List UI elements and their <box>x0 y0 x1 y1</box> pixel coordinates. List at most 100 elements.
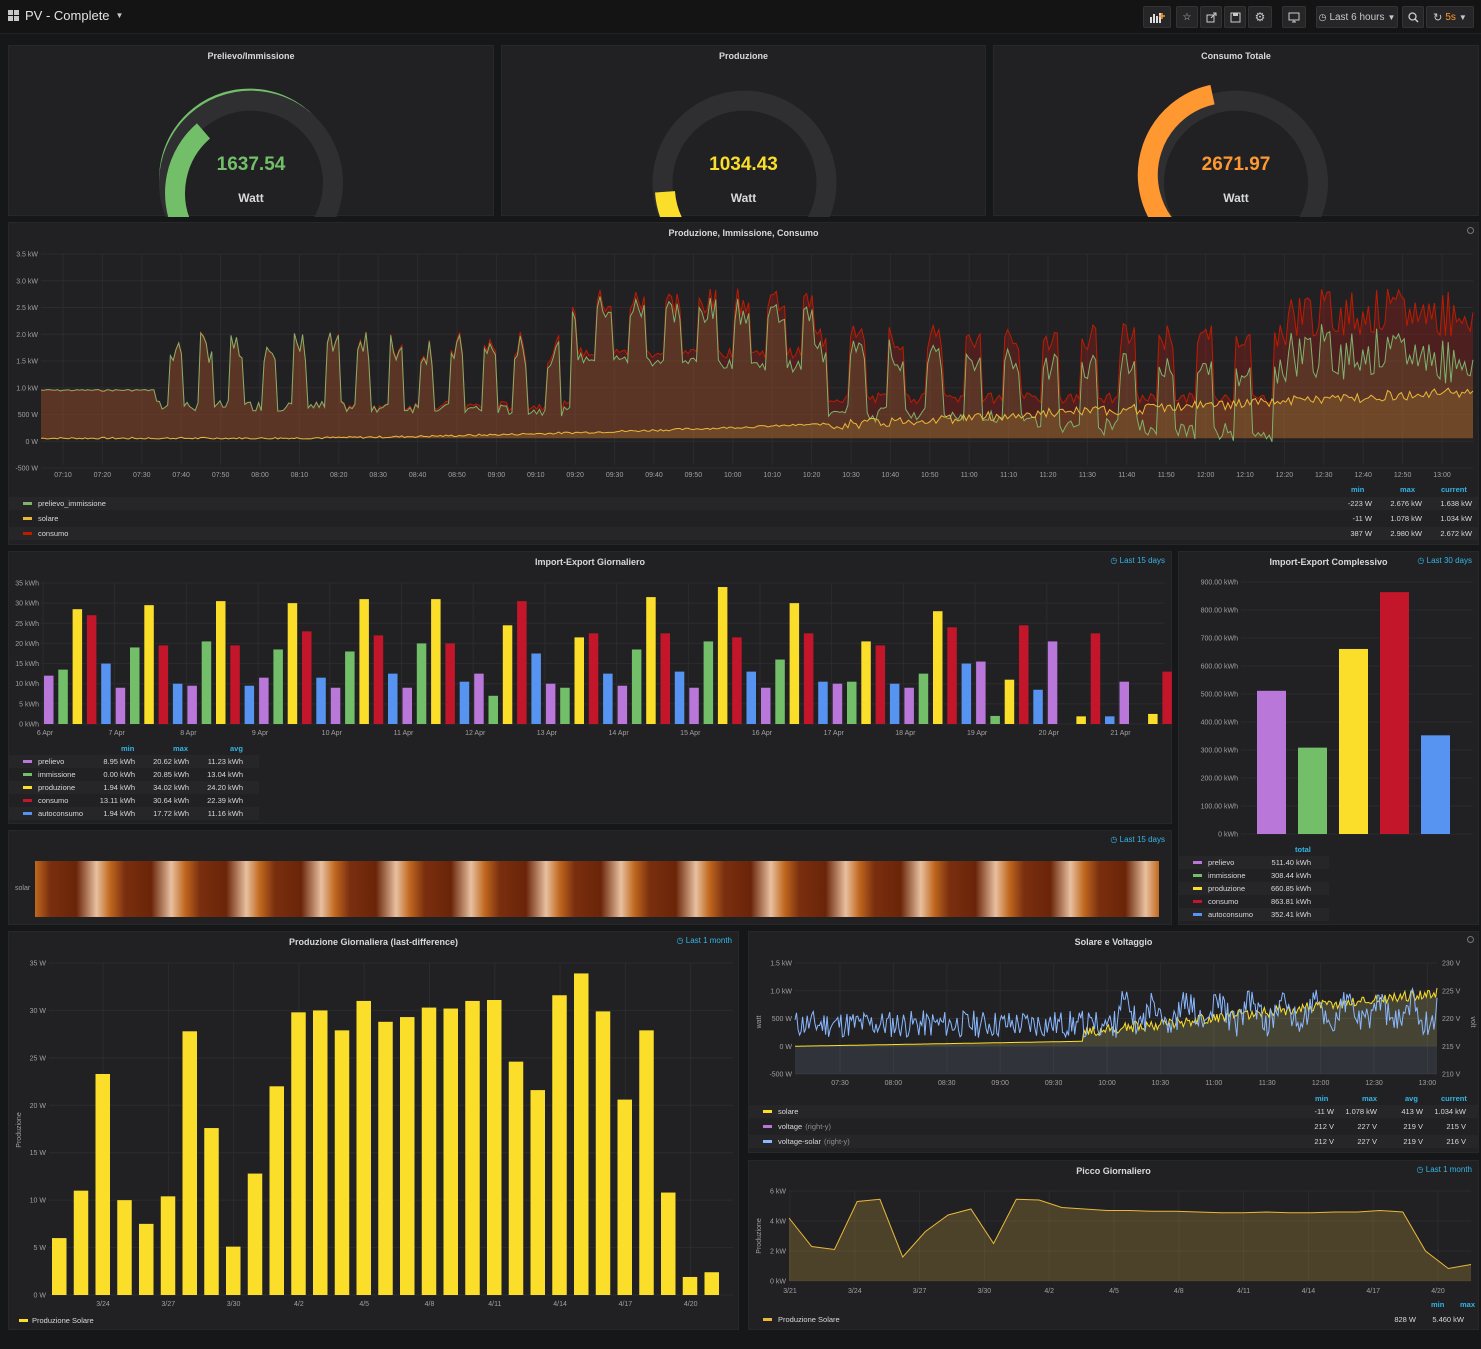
solar-voltage-panel[interactable]: Solare e Voltaggio 1.5 kW 1.0 kW 500 W 0 W -… <box>748 931 1479 1153</box>
x-tick-label: 3/30 <box>978 1288 992 1295</box>
legend-item[interactable]: consumo 387 W 2.980 kW 2.672 kW <box>9 527 1478 540</box>
bar-produzione <box>144 605 154 724</box>
panel-title: Produzione, Immissione, Consumo <box>668 228 819 238</box>
x-tick-label: 4/20 <box>684 1301 698 1308</box>
legend-item[interactable]: solare -11 W 1.078 kW 413 W 1.034 kW <box>749 1105 1478 1118</box>
settings-button[interactable]: ⚙ <box>1248 6 1272 28</box>
legend-min: 212 V <box>1314 1137 1334 1146</box>
bar-3/23 <box>73 1190 89 1295</box>
bar-produzione <box>216 601 226 724</box>
gauge-value: 1034.43 <box>709 154 778 175</box>
legend-header-min: min <box>1431 1300 1445 1309</box>
x-tick-label: 12:00 <box>1312 1080 1330 1087</box>
x-tick-label: 10:30 <box>1152 1080 1170 1087</box>
bar-consumo <box>230 645 240 724</box>
prelievo-area <box>41 296 1473 442</box>
y-tick-label: 0 kW <box>770 1279 786 1286</box>
y-tick-label: 20 kWh <box>15 641 39 648</box>
y-tick-label: 100.00 kWh <box>1201 804 1238 811</box>
add-panel-button[interactable] <box>1143 6 1171 28</box>
bar-autoconsumo <box>244 685 255 724</box>
gauge-panel-prelievo[interactable]: Prelievo/Immissione 1637.54 Watt <box>8 45 494 217</box>
gauge-fill <box>1137 84 1215 217</box>
time-range-text: Last 1 month <box>685 936 732 945</box>
tv-mode-button[interactable] <box>1282 6 1306 28</box>
daily-production-chart[interactable]: 35 W 30 W 25 W 20 W 15 W 10 W 5 W 0 W Produzione… <box>9 932 740 1312</box>
dashboard-picker[interactable]: PV - Complete ▼ <box>8 8 123 23</box>
legend-item[interactable]: immissione 0.00 kWh 20.85 kWh 13.04 kWh <box>9 768 259 781</box>
legend-item[interactable]: Produzione Solare 828 W 5.460 kW <box>749 1313 1478 1326</box>
daily-peak-chart[interactable]: 6 kW 4 kW 2 kW 0 kW Produzione 3/21 3/24 3/27 3/… <box>749 1161 1480 1299</box>
legend-item[interactable]: produzione 660.85 kWh <box>1179 882 1329 895</box>
solar-voltage-chart[interactable]: 1.5 kW 1.0 kW 500 W 0 W -500 W 230 V 225 V 220 … <box>749 932 1480 1094</box>
y-tick-label: 1.5 kW <box>16 359 38 366</box>
legend-item[interactable]: produzione 1.94 kWh 34.02 kWh 24.20 kWh <box>9 781 259 794</box>
bar-autoconsumo <box>459 681 470 724</box>
legend-item[interactable]: immissione 308.44 kWh <box>1179 869 1329 882</box>
total-import-export-panel[interactable]: Import-Export Complessivo ◷ Last 30 days… <box>1178 551 1479 925</box>
gauge-panel-consumo[interactable]: Consumo Totale 2671.97 Watt <box>993 45 1479 217</box>
timeseries-panel[interactable]: Produzione, Immissione, Consumo 3.5 kW 3.… <box>8 222 1479 545</box>
legend-current: 2.672 kW <box>1440 529 1472 538</box>
legend-min: 13.11 kWh <box>99 796 135 805</box>
legend-item[interactable]: autoconsumo 1.94 kWh 17.72 kWh 11.16 kWh <box>9 807 259 820</box>
x-tick-label: 18 Apr <box>895 730 916 737</box>
bar-immissione <box>1298 747 1327 834</box>
star-button[interactable]: ☆ <box>1176 6 1198 28</box>
save-icon <box>1230 12 1240 22</box>
y-tick-label: 500.00 kWh <box>1201 692 1238 699</box>
bar-prelievo <box>617 685 628 724</box>
zoom-out-icon <box>1407 11 1419 23</box>
bar-4/9 <box>443 1008 458 1295</box>
x-tick-label: 4/2 <box>294 1301 304 1308</box>
legend-item[interactable]: voltage-solar (right-y) 212 V 227 V 219 V 21… <box>749 1135 1478 1148</box>
top-navbar: PV - Complete ▼ ☆ ⚙ ◷ Last 6 hours ▼ ↻ 5… <box>0 0 1481 34</box>
daily-peak-panel[interactable]: Picco Giornaliero ◷ Last 1 month 6 kW 4 k… <box>748 1160 1479 1330</box>
solar-heatmap[interactable] <box>35 861 1159 917</box>
legend-item[interactable]: prelievo_immissione -223 W 2.676 kW 1.63… <box>9 497 1478 510</box>
legend-swatch <box>763 1125 772 1128</box>
time-picker[interactable]: ◷ Last 6 hours ▼ <box>1316 6 1398 28</box>
zoom-out-button[interactable] <box>1402 6 1424 28</box>
x-tick-label: 10 Apr <box>322 730 343 737</box>
legend-header-max: max <box>173 744 189 753</box>
solar-heatmap-panel[interactable]: ◷ Last 15 days solar <box>8 830 1172 925</box>
y-tick-label: 25 W <box>30 1055 47 1062</box>
legend-item[interactable]: Produzione Solare <box>19 1316 94 1325</box>
total-bar-chart[interactable]: 900.00 kWh 800.00 kWh 700.00 kWh 600.00 kWh… <box>1179 552 1480 842</box>
x-tick-label: 08:10 <box>291 472 309 479</box>
legend-item[interactable]: consumo 13.11 kWh 30.64 kWh 22.39 kWh <box>9 794 259 807</box>
refresh-picker[interactable]: ↻ 5s ▼ <box>1426 6 1474 28</box>
legend-max: 1.078 kW <box>1345 1107 1377 1116</box>
daily-bar-chart[interactable]: 35 kWh 30 kWh 25 kWh 20 kWh 15 kWh 10 kWh 5 kW… <box>9 552 1173 742</box>
share-icon <box>1206 12 1216 22</box>
legend-item[interactable]: consumo 863.81 kWh <box>1179 895 1329 908</box>
gauge-panel-produzione[interactable]: Produzione 1034.43 Watt <box>501 45 986 217</box>
save-button[interactable] <box>1224 6 1246 28</box>
y-axis-label: watt <box>756 1016 763 1030</box>
legend-swatch <box>23 812 32 815</box>
bar-immissione <box>775 659 785 724</box>
x-tick-label: 08:00 <box>251 472 269 479</box>
bar-produzione <box>933 611 943 724</box>
daily-import-export-panel[interactable]: Import-Export Giornaliero ◷ Last 15 days… <box>8 551 1172 824</box>
legend-item[interactable]: autoconsumo 352.41 kWh <box>1179 908 1329 921</box>
series-line-solare <box>40 387 1474 440</box>
y-tick-label: 0 W <box>34 1293 47 1300</box>
y-tick-label: 2.0 kW <box>16 332 38 339</box>
daily-production-panel[interactable]: Produzione Giornaliera (last-difference)… <box>8 931 739 1330</box>
legend-item[interactable]: voltage (right-y) 212 V 227 V 219 V 215 V <box>749 1120 1478 1133</box>
bar-produzione <box>1076 716 1086 724</box>
time-range-info: ◷ Last 30 days <box>1417 556 1472 565</box>
legend-item[interactable]: prelievo 8.95 kWh 20.62 kWh 11.23 kWh <box>9 755 259 768</box>
time-range-info: ◷ Last 1 month <box>1416 1165 1472 1174</box>
legend-min: 387 W <box>1350 529 1372 538</box>
bar-3/29 <box>204 1128 219 1295</box>
bar-4/11 <box>487 999 502 1295</box>
legend-swatch <box>763 1140 772 1143</box>
legend-item[interactable]: solare -11 W 1.078 kW 1.034 kW <box>9 512 1478 525</box>
bar-4/19 <box>661 1192 676 1295</box>
timeseries-graph[interactable]: 3.5 kW 3.0 kW 2.5 kW 2.0 kW 1.5 kW 1.0 kW 500 … <box>9 223 1480 485</box>
share-button[interactable] <box>1200 6 1222 28</box>
legend-item[interactable]: prelievo 511.40 kWh <box>1179 856 1329 869</box>
